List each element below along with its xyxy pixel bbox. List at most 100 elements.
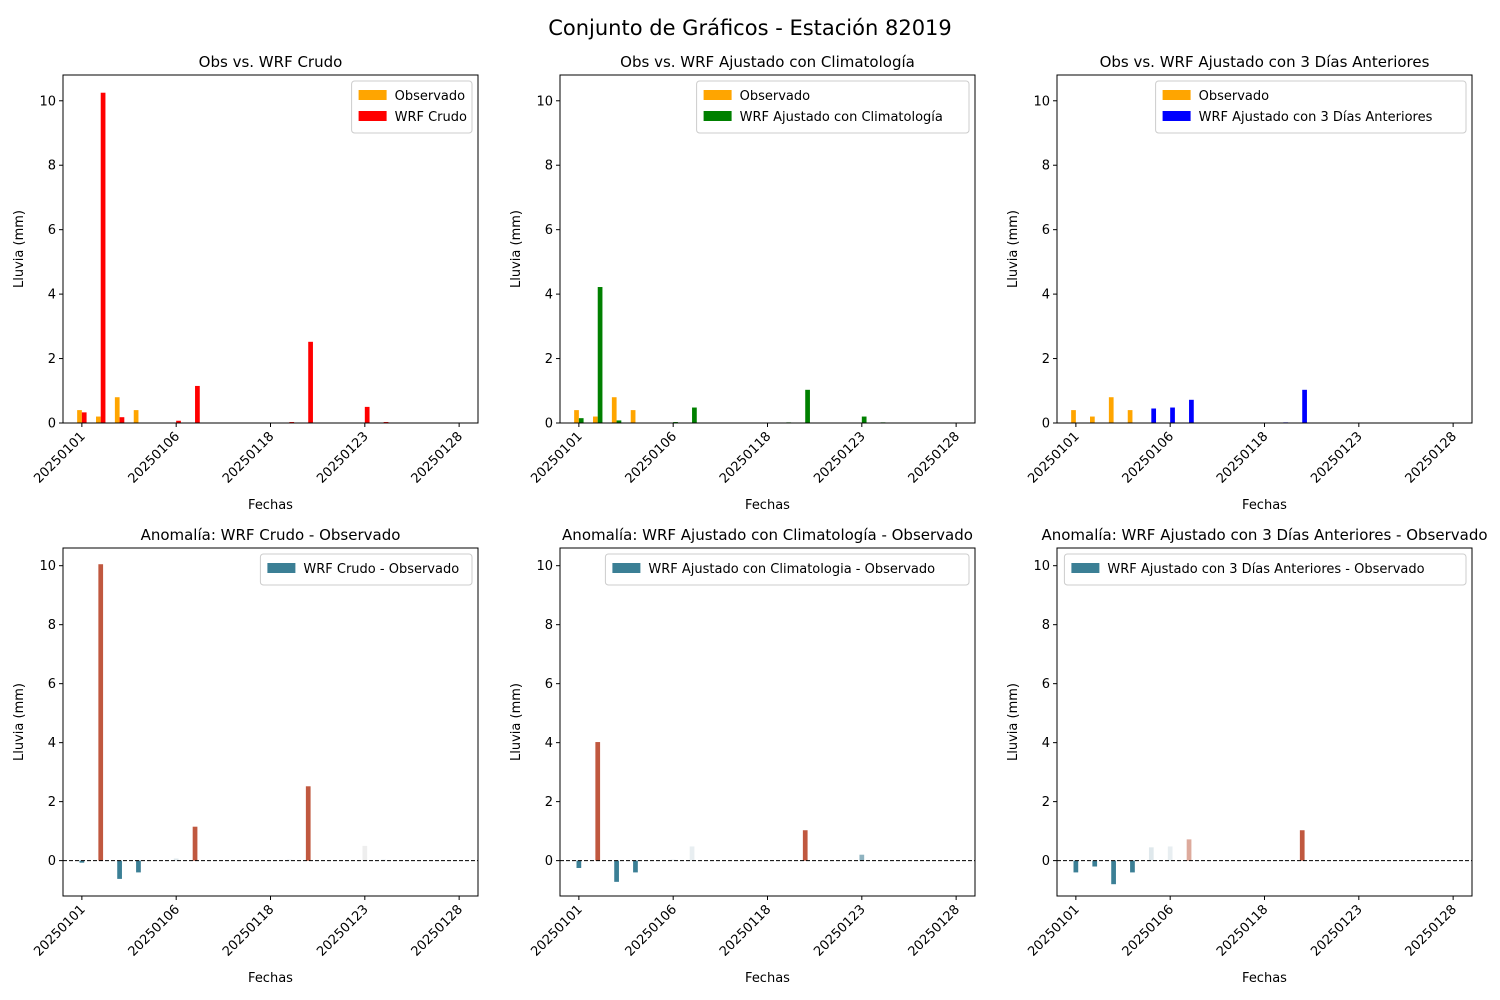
bar	[1151, 408, 1157, 423]
y-tick-label: 4	[545, 288, 553, 303]
bar	[578, 418, 584, 423]
legend: WRF Ajustado con Climatologia - Observad…	[604, 553, 970, 586]
bar	[1073, 860, 1079, 873]
bar	[1167, 846, 1173, 861]
legend-label: Observado	[740, 89, 811, 104]
x-tick-label: 20250128	[1403, 902, 1460, 959]
bar	[119, 417, 125, 423]
legend: Observado WRF Crudo	[351, 80, 473, 134]
bar	[593, 416, 598, 423]
bar	[1148, 847, 1154, 861]
y-tick-label: 10	[1033, 559, 1050, 574]
subplot-title: Obs vs. WRF Crudo	[199, 53, 343, 71]
subplot-title: Obs vs. WRF Ajustado con 3 Días Anterior…	[1100, 53, 1430, 71]
bar	[114, 397, 120, 423]
y-tick-label: 10	[1033, 94, 1050, 109]
y-axis-label: Lluvia (mm)	[1006, 683, 1021, 761]
y-tick-label: 10	[536, 94, 553, 109]
y-tick-label: 4	[1042, 288, 1050, 303]
x-axis-label: Fechas	[1242, 971, 1287, 986]
bar	[859, 854, 865, 861]
y-axis-label: Lluvia (mm)	[509, 683, 524, 761]
bar	[1127, 410, 1133, 423]
x-axis-label: Fechas	[248, 971, 293, 986]
x-tick-label: 20250123	[811, 429, 868, 486]
x-tick-label: 20250123	[1308, 902, 1365, 959]
bar	[1186, 839, 1192, 861]
legend-frame	[696, 80, 970, 134]
legend-swatch	[1071, 563, 1100, 573]
bar	[630, 410, 636, 423]
y-tick-label: 4	[545, 736, 553, 751]
x-tick-label: 20250128	[1403, 429, 1460, 486]
y-tick-label: 8	[1042, 618, 1050, 633]
subplot-2: Obs vs. WRF Ajustado con Climatología 0 2 4…	[509, 53, 976, 513]
legend-label: WRF Ajustado con 3 Días Anteriores	[1199, 110, 1433, 125]
y-tick-label: 8	[48, 618, 56, 633]
subplot-title: Anomalía: WRF Ajustado con Climatología …	[562, 526, 973, 544]
y-axis-label: Lluvia (mm)	[509, 210, 524, 288]
y-tick-label: 8	[545, 159, 553, 174]
bar	[192, 826, 198, 861]
y-tick-label: 6	[48, 223, 56, 238]
x-tick-label: 20250106	[126, 902, 183, 959]
y-tick-label: 8	[48, 159, 56, 174]
legend: Observado WRF Ajustado con 3 Días Anterio…	[1155, 80, 1467, 134]
x-tick-label: 20250106	[126, 429, 183, 486]
axes-frame	[62, 547, 479, 897]
bar	[861, 416, 867, 423]
bar	[117, 860, 122, 879]
y-tick-label: 6	[545, 223, 553, 238]
subplot-5: Anomalía: WRF Ajustado con Climatología …	[509, 526, 976, 986]
bar	[574, 410, 579, 423]
y-tick-label: 6	[1042, 677, 1050, 692]
y-tick-label: 6	[48, 677, 56, 692]
legend-swatch	[358, 111, 387, 121]
bar	[1189, 399, 1194, 423]
axes-frame	[1056, 547, 1473, 897]
bar	[784, 860, 789, 861]
bar	[1130, 860, 1135, 873]
y-tick-label: 10	[39, 94, 56, 109]
subplot-4: Anomalía: WRF Crudo - Observado 0 2 4 6 8 10 20…	[12, 526, 479, 986]
x-tick-label: 20250118	[717, 429, 774, 486]
bar	[77, 410, 82, 423]
y-tick-label: 2	[1042, 795, 1050, 810]
y-tick-label: 4	[1042, 736, 1050, 751]
y-tick-label: 2	[1042, 352, 1050, 367]
x-tick-label: 20250101	[31, 429, 88, 486]
x-tick-label: 20250123	[811, 902, 868, 959]
bar	[98, 564, 104, 861]
x-axis-label: Fechas	[745, 498, 790, 513]
bar	[1111, 860, 1116, 885]
x-tick-label: 20250128	[409, 429, 466, 486]
legend-label: WRF Ajustado con Climatología	[740, 110, 943, 125]
x-tick-label: 20250106	[1120, 902, 1177, 959]
y-tick-label: 4	[48, 288, 56, 303]
x-tick-label: 20250123	[1308, 429, 1365, 486]
legend-swatch	[1162, 111, 1191, 121]
y-tick-label: 0	[545, 854, 553, 869]
bar	[305, 786, 311, 861]
y-tick-label: 2	[48, 352, 56, 367]
y-tick-label: 2	[48, 795, 56, 810]
x-tick-label: 20250118	[717, 902, 774, 959]
x-tick-label: 20250118	[1214, 429, 1271, 486]
bar	[1281, 860, 1286, 861]
x-tick-label: 20250123	[314, 902, 371, 959]
x-tick-label: 20250128	[906, 902, 963, 959]
x-tick-label: 20250101	[1025, 902, 1082, 959]
legend-label: WRF Ajustado con 3 Días Anteriores - Obs…	[1107, 562, 1424, 577]
bar	[136, 860, 141, 873]
y-tick-label: 6	[545, 677, 553, 692]
y-tick-label: 0	[1042, 417, 1050, 432]
y-axis-label: Lluvia (mm)	[1006, 210, 1021, 288]
legend-label: WRF Crudo	[395, 110, 467, 125]
x-tick-label: 20250101	[528, 429, 585, 486]
y-tick-label: 0	[1042, 854, 1050, 869]
subplot-6: Anomalía: WRF Ajustado con 3 Días Anteri…	[1006, 526, 1488, 986]
legend-swatch	[703, 111, 732, 121]
y-tick-label: 6	[1042, 223, 1050, 238]
bar	[79, 860, 85, 863]
axes-frame	[559, 547, 976, 897]
